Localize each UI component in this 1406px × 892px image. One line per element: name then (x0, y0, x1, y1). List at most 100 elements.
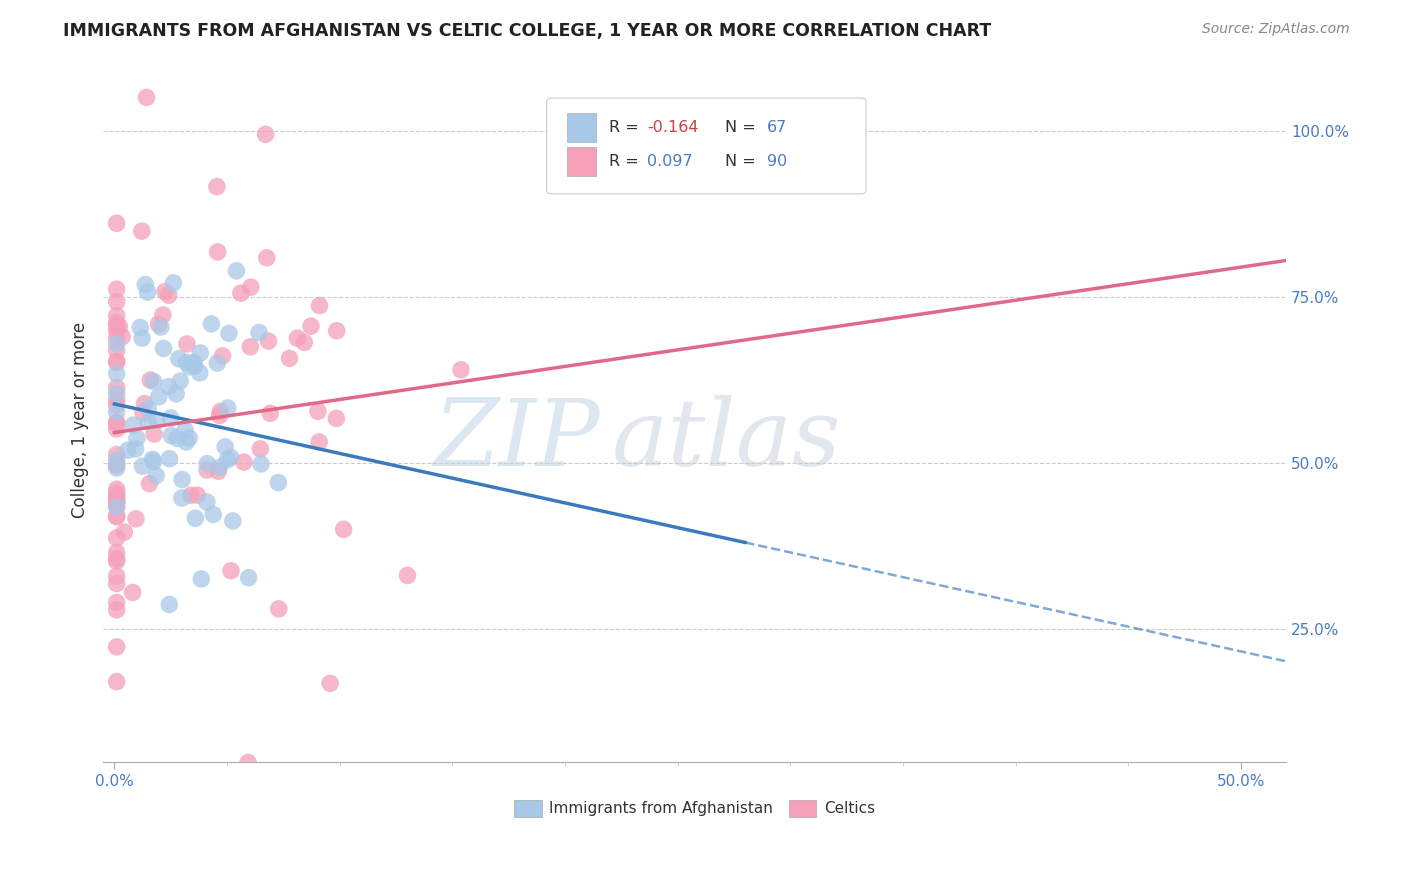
Point (166, 431, 188, 445)
Point (208, 460, 231, 475)
Point (105, 603, 128, 617)
Point (105, 458, 128, 472)
Point (105, 381, 128, 395)
Text: ZIP: ZIP (433, 395, 600, 485)
Point (136, 401, 159, 416)
Point (105, 393, 128, 408)
Point (188, 346, 211, 360)
Point (179, 431, 201, 445)
Point (202, 508, 225, 522)
Point (105, 545, 128, 559)
Point (143, 427, 166, 442)
Point (105, 495, 128, 509)
Point (159, 411, 181, 425)
Text: N =: N = (725, 154, 761, 169)
Y-axis label: College, 1 year or more: College, 1 year or more (72, 322, 89, 518)
Point (105, 508, 128, 523)
Point (105, 398, 128, 412)
Point (157, 598, 180, 612)
Point (105, 282, 128, 296)
Point (181, 357, 204, 371)
Point (111, 330, 134, 344)
Point (105, 416, 128, 430)
Point (219, 564, 242, 578)
Point (105, 569, 128, 583)
Point (142, 455, 165, 469)
Legend: Immigrants from Afghanistan, Celtics: Immigrants from Afghanistan, Celtics (508, 793, 882, 823)
Point (105, 343, 128, 358)
Point (209, 404, 232, 418)
Point (105, 386, 128, 401)
Point (105, 316, 128, 330)
Point (170, 491, 193, 505)
Point (125, 431, 148, 445)
FancyBboxPatch shape (567, 147, 596, 176)
Point (217, 401, 239, 415)
Point (195, 463, 218, 477)
Point (205, 179, 228, 194)
Point (159, 451, 181, 466)
Point (105, 309, 128, 323)
Point (105, 367, 128, 381)
Point (176, 435, 198, 450)
Point (105, 318, 128, 333)
Point (152, 308, 174, 322)
Point (232, 455, 254, 469)
Point (105, 448, 128, 462)
Point (254, 128, 277, 142)
Point (117, 443, 139, 458)
Point (207, 244, 229, 259)
Point (105, 492, 128, 507)
Point (180, 488, 202, 502)
Point (105, 551, 128, 566)
Point (131, 331, 153, 345)
Point (148, 390, 170, 404)
Point (195, 495, 218, 509)
Point (105, 531, 128, 545)
Point (222, 514, 245, 528)
Point (217, 453, 239, 467)
Text: IMMIGRANTS FROM AFGHANISTAN VS CELTIC COLLEGE, 1 YEAR OR MORE CORRELATION CHART: IMMIGRANTS FROM AFGHANISTAN VS CELTIC CO… (63, 22, 991, 40)
Point (188, 366, 211, 380)
FancyBboxPatch shape (547, 98, 866, 194)
Point (149, 320, 172, 334)
Point (256, 251, 278, 265)
Point (211, 349, 233, 363)
Point (105, 294, 128, 309)
Text: 90: 90 (766, 154, 787, 169)
Point (136, 285, 159, 299)
Point (160, 428, 183, 442)
Point (229, 286, 252, 301)
Point (307, 404, 329, 418)
Point (142, 375, 165, 389)
Point (146, 413, 169, 427)
Point (105, 405, 128, 419)
Point (124, 442, 146, 456)
Text: R =: R = (609, 120, 644, 135)
Point (138, 415, 160, 429)
Point (152, 342, 174, 356)
Point (325, 411, 347, 425)
Point (105, 422, 128, 436)
Point (105, 486, 128, 500)
Point (332, 522, 354, 536)
Point (208, 409, 231, 423)
Point (157, 379, 180, 393)
Point (169, 374, 191, 388)
Point (112, 525, 135, 540)
Point (257, 334, 280, 348)
Point (236, 756, 259, 770)
Point (278, 351, 301, 366)
Point (157, 288, 180, 302)
Point (308, 434, 330, 449)
Point (167, 351, 190, 366)
Point (105, 482, 128, 496)
Point (183, 355, 205, 369)
Point (138, 476, 160, 491)
Point (183, 359, 205, 374)
Point (214, 440, 236, 454)
Point (176, 355, 198, 369)
Point (207, 464, 229, 478)
Point (308, 299, 330, 313)
Point (285, 331, 308, 345)
